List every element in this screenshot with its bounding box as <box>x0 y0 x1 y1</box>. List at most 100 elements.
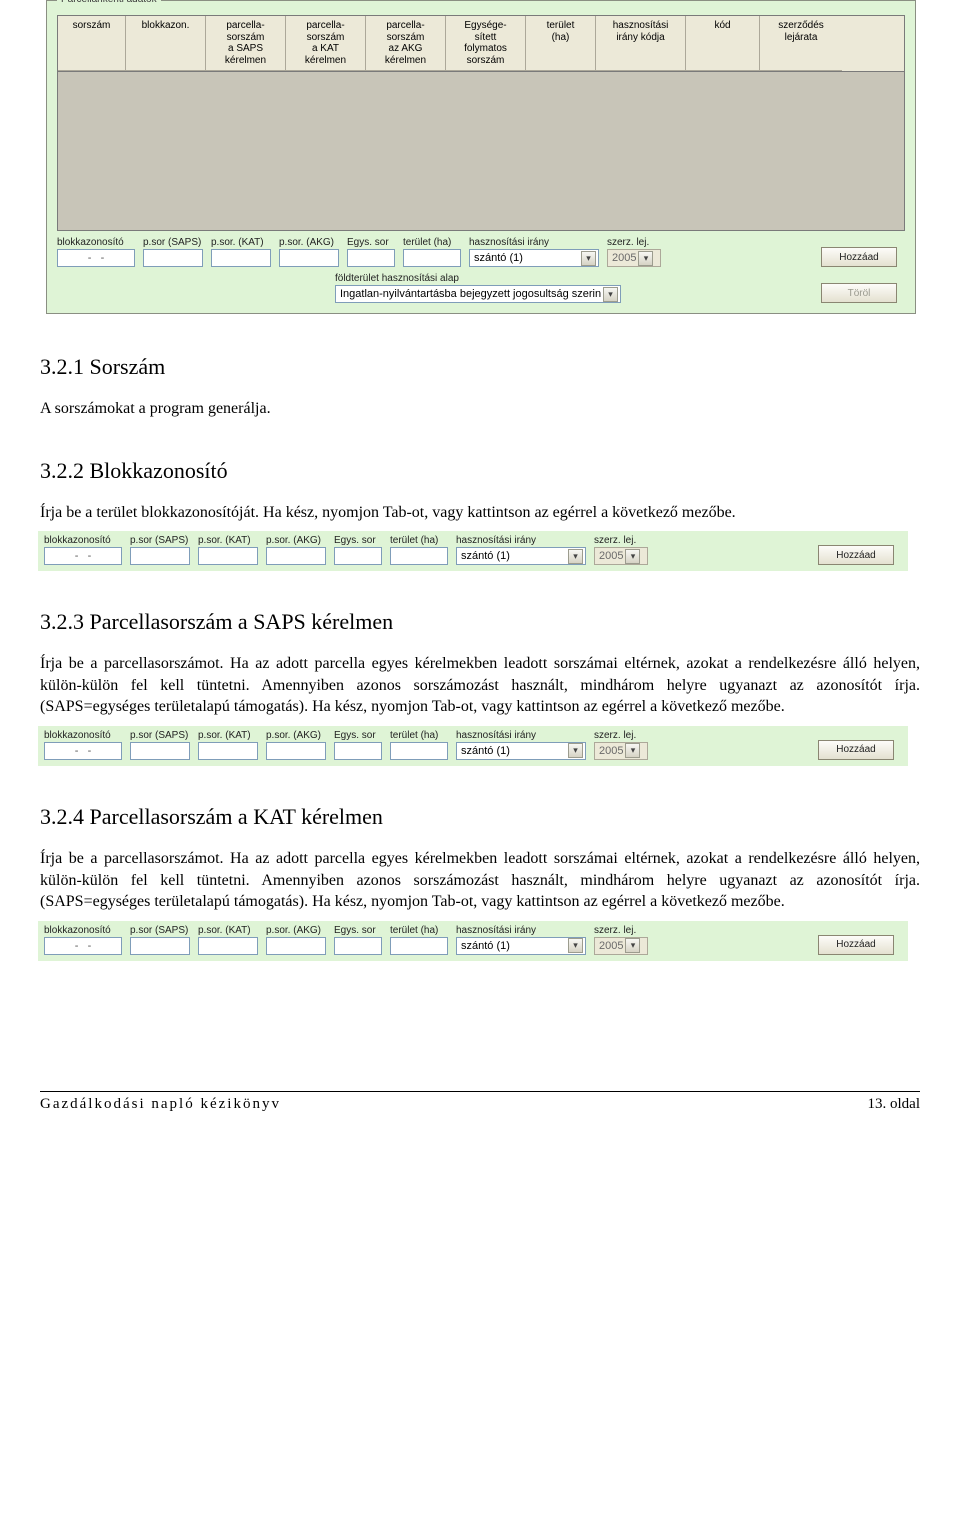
spinner-szerz[interactable]: 2005 ▾ <box>607 249 661 267</box>
input-blokk[interactable] <box>44 937 122 955</box>
label-szerz: szerz. lej. <box>607 237 661 248</box>
grid-header: sorszám blokkazon. parcella-sorszáma SAP… <box>57 15 905 71</box>
chevron-down-icon: ▾ <box>568 549 583 564</box>
label-psaps: p.sor (SAPS) <box>130 925 190 936</box>
chevron-down-icon: ▾ <box>625 549 640 564</box>
label-blokk: blokkazonosító <box>57 237 135 248</box>
chevron-down-icon: ▾ <box>603 287 618 302</box>
add-button[interactable]: Hozzáad <box>818 935 894 955</box>
input-pakg[interactable] <box>266 547 326 565</box>
select-haszn[interactable]: szántó (1) ▾ <box>456 937 586 955</box>
col-egys: Egysége-sítettfolymatossorszám <box>446 16 526 71</box>
select-haszn[interactable]: szántó (1) ▾ <box>469 249 599 267</box>
input-terulet[interactable] <box>403 249 461 267</box>
add-button[interactable]: Hozzáad <box>818 545 894 565</box>
label-egys: Egys. sor <box>334 730 382 741</box>
page-footer: Gazdálkodási napló kézikönyv 13. oldal <box>40 1091 920 1113</box>
label-pkat: p.sor. (KAT) <box>198 730 258 741</box>
input-psaps[interactable] <box>130 937 190 955</box>
label-blokk: blokkazonosító <box>44 925 122 936</box>
input-egys[interactable] <box>334 742 382 760</box>
label-psaps: p.sor (SAPS) <box>130 535 190 546</box>
input-egys[interactable] <box>334 547 382 565</box>
label-szerz: szerz. lej. <box>594 535 648 546</box>
input-terulet[interactable] <box>390 742 448 760</box>
select-haszn[interactable]: szántó (1) ▾ <box>456 547 586 565</box>
heading-323: 3.2.3 Parcellasorszám a SAPS kérelmen <box>40 609 920 635</box>
input-terulet[interactable] <box>390 547 448 565</box>
col-szerz: szerződéslejárata <box>760 16 842 71</box>
input-psaps[interactable] <box>143 249 203 267</box>
col-haszn: hasznosításiirány kódja <box>596 16 686 71</box>
heading-321: 3.2.1 Sorszám <box>40 354 920 380</box>
chevron-down-icon: ▾ <box>625 743 640 758</box>
input-egys[interactable] <box>334 937 382 955</box>
select-haszn[interactable]: szántó (1) ▾ <box>456 742 586 760</box>
input-psaps[interactable] <box>130 742 190 760</box>
parcel-data-panel: Parcellánkénti adatok sorszám blokkazon.… <box>46 0 916 314</box>
add-button-label: Hozzáad <box>836 550 875 561</box>
panel-legend: Parcellánkénti adatok <box>57 0 161 5</box>
input-terulet[interactable] <box>390 937 448 955</box>
label-pakg: p.sor. (AKG) <box>266 535 326 546</box>
chevron-down-icon: ▾ <box>568 743 583 758</box>
chevron-down-icon: ▾ <box>581 251 596 266</box>
col-blokkazon: blokkazon. <box>126 16 206 71</box>
input-blokk[interactable] <box>44 547 122 565</box>
label-foldterulet: földterület hasznosítási alap <box>335 273 621 284</box>
input-pkat[interactable] <box>211 249 271 267</box>
select-haszn-value: szántó (1) <box>461 940 566 952</box>
footer-right: 13. oldal <box>868 1096 921 1113</box>
label-pakg: p.sor. (AKG) <box>266 925 326 936</box>
label-haszn: hasznosítási irány <box>469 237 599 248</box>
para-321: A sorszámokat a program generálja. <box>40 398 920 420</box>
spinner-szerz[interactable]: 2005 ▾ <box>594 742 648 760</box>
input-pakg[interactable] <box>279 249 339 267</box>
grid-body-empty <box>57 71 905 231</box>
spinner-szerz-value: 2005 <box>599 745 623 757</box>
add-button[interactable]: Hozzáad <box>818 740 894 760</box>
label-egys: Egys. sor <box>347 237 395 248</box>
chevron-down-icon: ▾ <box>568 938 583 953</box>
select-foldterulet[interactable]: Ingatlan-nyilvántartásba bejegyzett jogo… <box>335 285 621 303</box>
select-haszn-value: szántó (1) <box>474 252 579 264</box>
input-egys[interactable] <box>347 249 395 267</box>
label-szerz: szerz. lej. <box>594 730 648 741</box>
label-blokk: blokkazonosító <box>44 535 122 546</box>
delete-button[interactable]: Töröl <box>821 283 897 303</box>
heading-322: 3.2.2 Blokkazonosító <box>40 458 920 484</box>
label-terulet: terület (ha) <box>390 730 448 741</box>
col-terulet: terület(ha) <box>526 16 596 71</box>
label-egys: Egys. sor <box>334 925 382 936</box>
input-pkat[interactable] <box>198 547 258 565</box>
label-blokk: blokkazonosító <box>44 730 122 741</box>
label-psaps: p.sor (SAPS) <box>130 730 190 741</box>
label-terulet: terület (ha) <box>403 237 461 248</box>
select-foldterulet-value: Ingatlan-nyilvántartásba bejegyzett jogo… <box>340 288 601 300</box>
spinner-szerz[interactable]: 2005 ▾ <box>594 937 648 955</box>
input-blokk[interactable] <box>57 249 135 267</box>
para-322: Írja be a terület blokkazonosítóját. Ha … <box>40 502 920 524</box>
input-pkat[interactable] <box>198 742 258 760</box>
spinner-szerz-value: 2005 <box>599 940 623 952</box>
label-pakg: p.sor. (AKG) <box>266 730 326 741</box>
label-pakg: p.sor. (AKG) <box>279 237 339 248</box>
input-pakg[interactable] <box>266 742 326 760</box>
input-pkat[interactable] <box>198 937 258 955</box>
label-pkat: p.sor. (KAT) <box>198 925 258 936</box>
label-egys: Egys. sor <box>334 535 382 546</box>
add-button[interactable]: Hozzáad <box>821 247 897 267</box>
input-psaps[interactable] <box>130 547 190 565</box>
spinner-szerz[interactable]: 2005 ▾ <box>594 547 648 565</box>
col-saps: parcella-sorszáma SAPSkérelmen <box>206 16 286 71</box>
col-kod: kód <box>686 16 760 71</box>
select-haszn-value: szántó (1) <box>461 745 566 757</box>
delete-button-label: Töröl <box>848 288 871 299</box>
label-pkat: p.sor. (KAT) <box>198 535 258 546</box>
spinner-szerz-value: 2005 <box>612 252 636 264</box>
input-blokk[interactable] <box>44 742 122 760</box>
label-terulet: terület (ha) <box>390 925 448 936</box>
label-haszn: hasznosítási irány <box>456 730 586 741</box>
input-pakg[interactable] <box>266 937 326 955</box>
label-szerz: szerz. lej. <box>594 925 648 936</box>
